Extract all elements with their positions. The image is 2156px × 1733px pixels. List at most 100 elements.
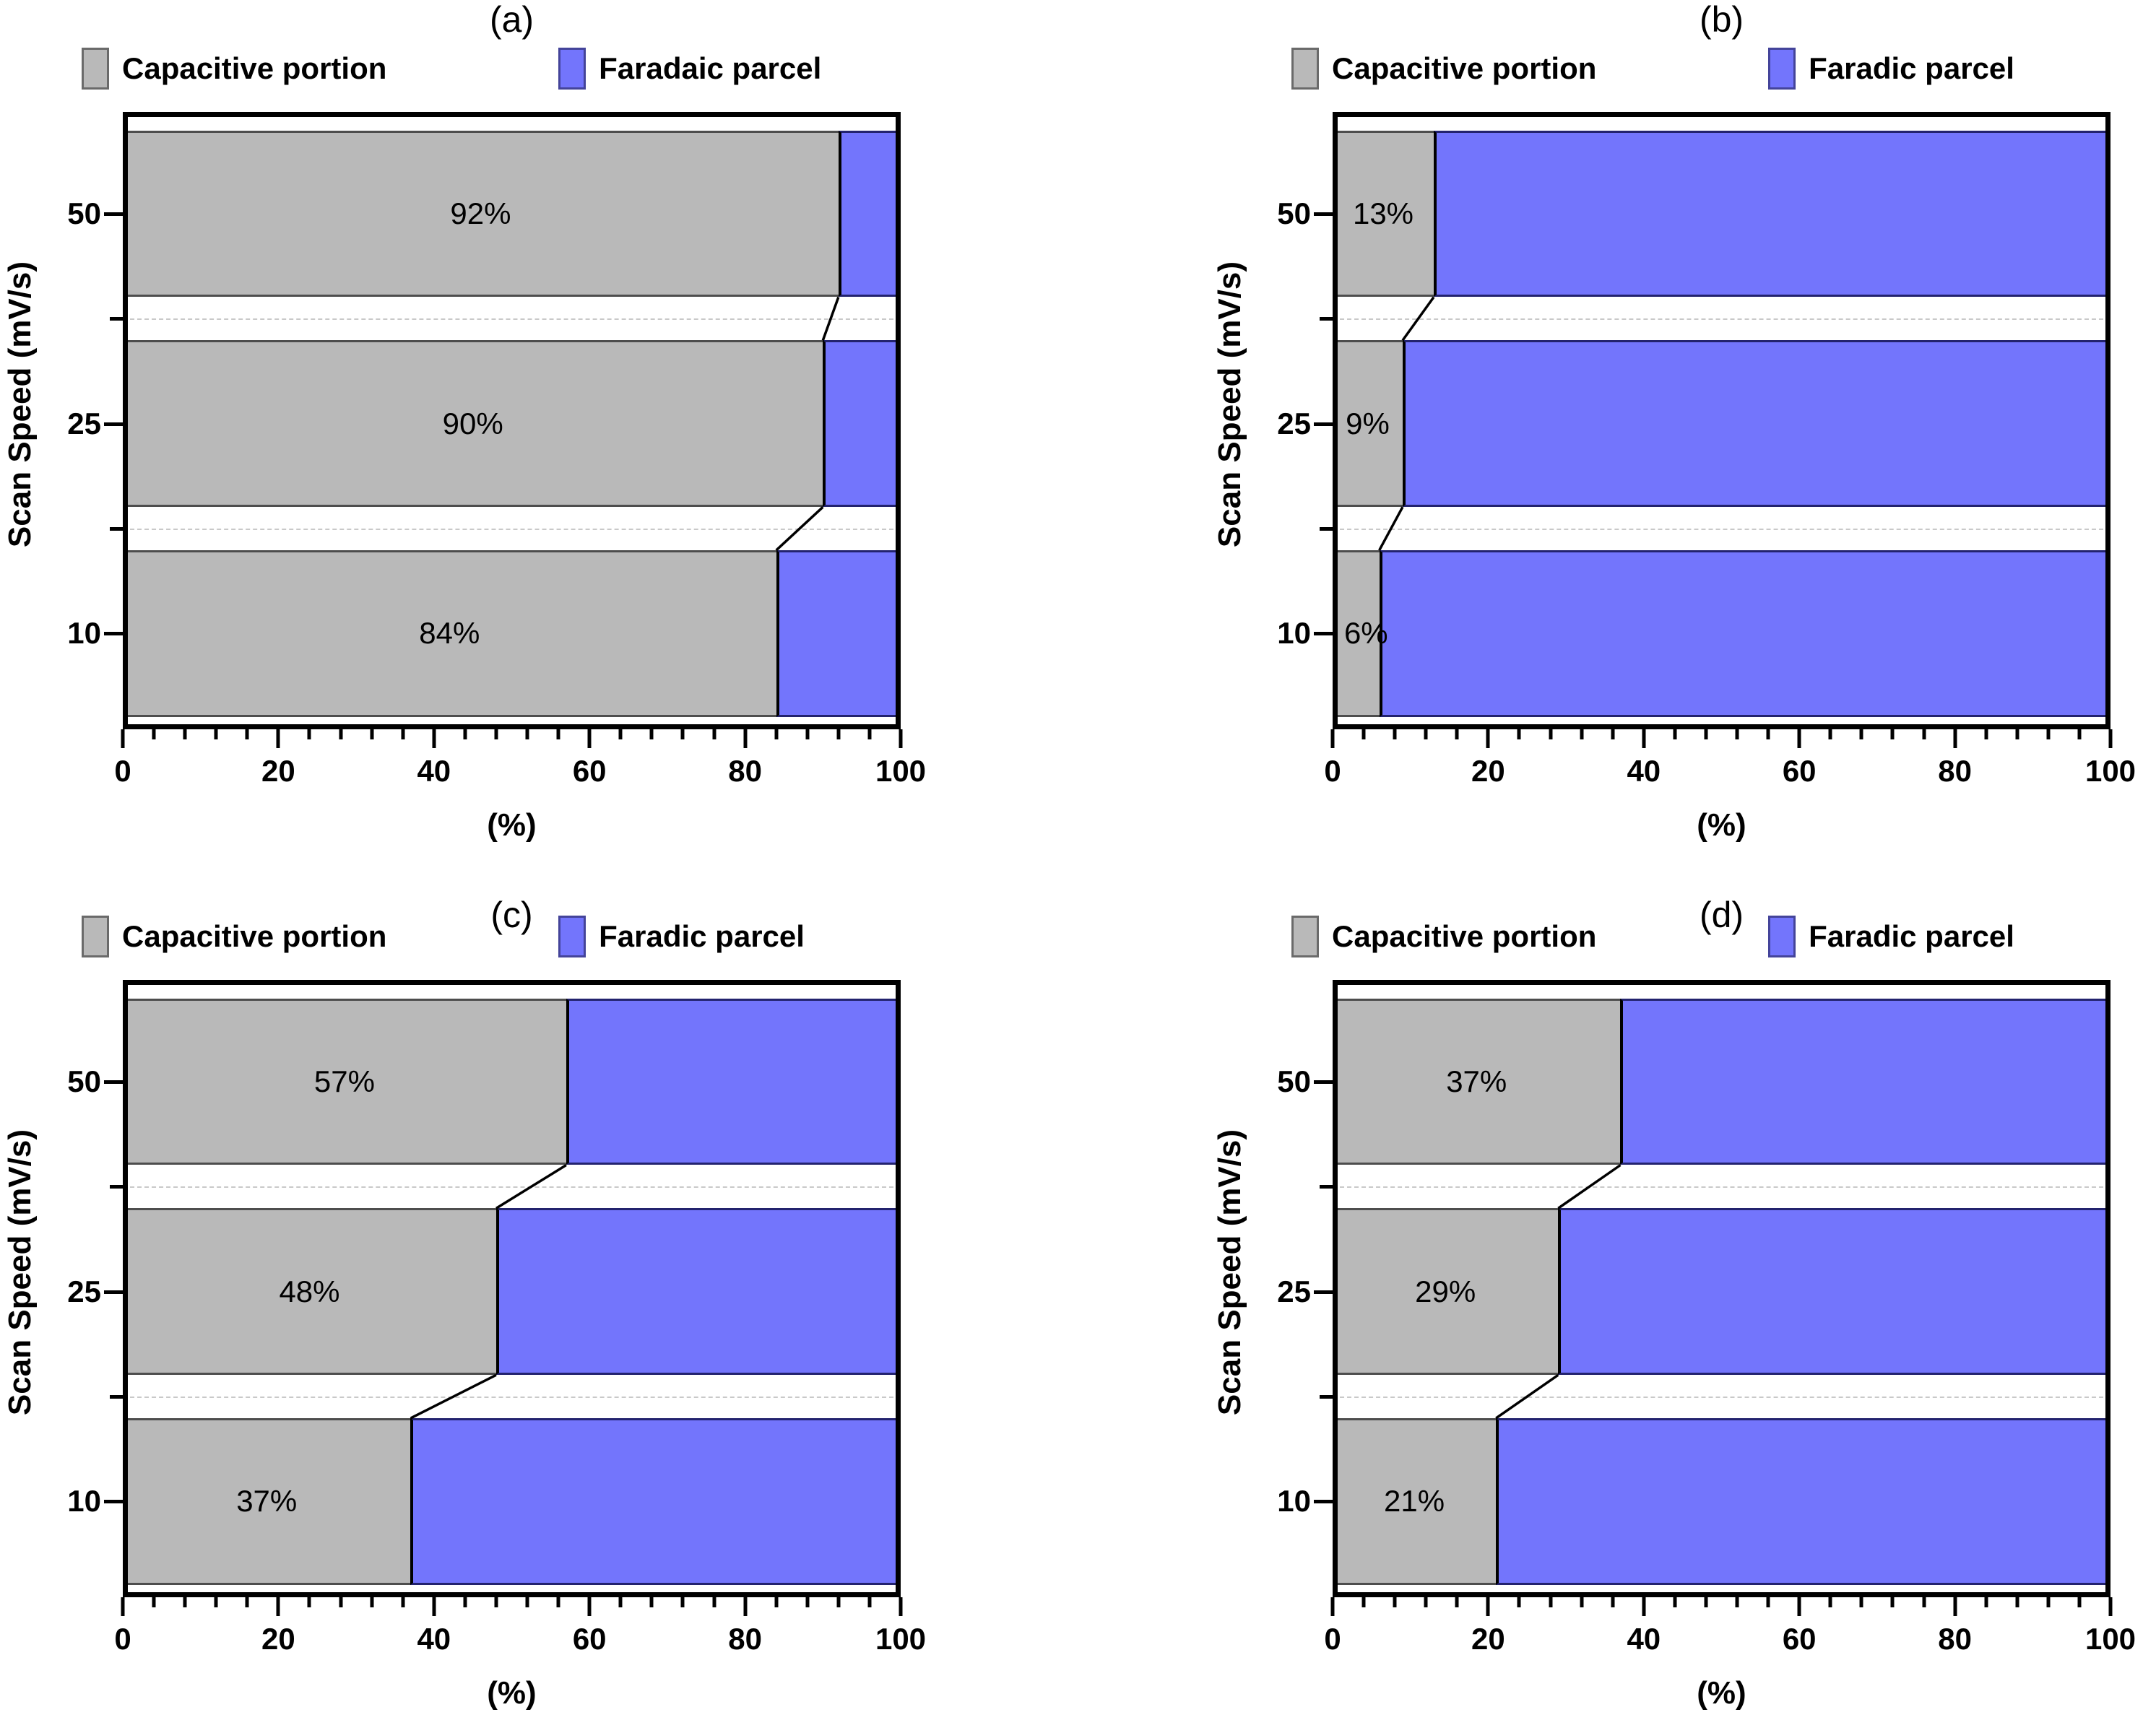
- x-tick-label: 60: [572, 754, 607, 788]
- x-tick: [1953, 729, 1957, 748]
- y-tick-minor: [110, 317, 123, 321]
- x-tick-minor: [1890, 1597, 1895, 1607]
- x-tick: [432, 729, 436, 748]
- capacitive-segment: [123, 550, 776, 717]
- x-tick-minor: [836, 729, 841, 739]
- legend-label-capacitive: Capacitive portion: [1332, 51, 1597, 85]
- bar-value-label: 29%: [1415, 1274, 1476, 1308]
- x-tick: [121, 729, 125, 748]
- gridline: [123, 318, 901, 321]
- x-tick-minor: [1517, 729, 1521, 739]
- capacitive-swatch-icon: [1291, 48, 1319, 90]
- x-tick: [2108, 1597, 2113, 1616]
- x-tick-minor: [805, 1597, 810, 1607]
- x-tick-minor: [2046, 1597, 2051, 1607]
- x-tick-minor: [1517, 1597, 1521, 1607]
- gridline: [1333, 318, 2110, 321]
- capacitive-swatch-icon: [1291, 916, 1319, 957]
- x-tick-minor: [1766, 729, 1770, 739]
- x-tick-label: 100: [2084, 1622, 2136, 1656]
- x-tick: [2108, 729, 2113, 748]
- plot-area: 13% 9% 6% 50 25 10 0 20 40 60 80 100: [1277, 112, 2136, 788]
- x-tick-label: 0: [1324, 1622, 1341, 1656]
- faradaic-segment: [1496, 1418, 2110, 1585]
- x-tick-minor: [867, 1597, 872, 1607]
- y-tick-minor: [1320, 317, 1333, 321]
- y-axis-label: Scan Speed (mV/s): [1212, 261, 1247, 548]
- x-tick: [743, 1597, 748, 1616]
- bar-value-label: 21%: [1384, 1484, 1445, 1519]
- x-tick-minor: [867, 729, 872, 739]
- faradaic-segment: [1558, 1208, 2110, 1376]
- x-tick-minor: [1611, 1597, 1615, 1607]
- bar-value-label: 9%: [1346, 406, 1390, 440]
- y-tick: [104, 632, 123, 636]
- y-tick-label: 50: [1277, 196, 1311, 231]
- plot-area: 92% 90% 84% 50 25 10 0 20 40 60 80 100: [67, 112, 926, 788]
- x-axis-label: (%): [487, 1675, 537, 1711]
- legend-entry-faradaic: Faradaic parcel: [558, 48, 821, 90]
- legend-entry-capacitive: Capacitive portion: [1291, 916, 1596, 957]
- x-tick-label: 0: [114, 1622, 131, 1656]
- x-tick-minor: [307, 1597, 311, 1607]
- x-tick-minor: [1549, 1597, 1553, 1607]
- x-tick-minor: [370, 729, 374, 739]
- x-tick-minor: [712, 1597, 716, 1607]
- x-tick-label: 20: [261, 754, 295, 788]
- y-tick-label: 25: [1277, 406, 1311, 440]
- x-tick-minor: [1922, 1597, 1926, 1607]
- y-tick: [1314, 212, 1333, 217]
- y-tick: [1314, 1500, 1333, 1504]
- y-tick-label: 50: [67, 1064, 101, 1099]
- bar-25: 29%: [1333, 1208, 2110, 1376]
- legend-label-faradaic: Faradic parcel: [1809, 51, 2014, 85]
- panel-title: (b): [1699, 0, 1744, 40]
- x-tick-label: 60: [1782, 1622, 1817, 1656]
- x-tick: [121, 1597, 125, 1616]
- y-axis-label: Scan Speed (mV/s): [2, 1129, 38, 1416]
- panel-b: (b) Capacitive portion Faradic parcel Sc…: [1210, 0, 2156, 865]
- gridline: [123, 529, 901, 531]
- x-tick-label: 0: [114, 754, 131, 788]
- x-tick-minor: [1424, 729, 1428, 739]
- x-tick-minor: [1393, 729, 1397, 739]
- x-tick-minor: [2015, 1597, 2019, 1607]
- panel-title: (c): [490, 895, 533, 935]
- x-tick-minor: [1580, 1597, 1584, 1607]
- x-tick: [432, 1597, 436, 1616]
- capacitive-segment: [1333, 998, 1621, 1165]
- x-tick-minor: [805, 729, 810, 739]
- x-tick-minor: [774, 729, 779, 739]
- x-tick-minor: [1704, 1597, 1708, 1607]
- x-tick: [899, 1597, 903, 1616]
- y-tick-minor: [1320, 1395, 1333, 1399]
- x-tick-label: 0: [1324, 754, 1341, 788]
- bar-10: 84%: [123, 550, 901, 717]
- x-tick-minor: [1673, 1597, 1677, 1607]
- bar-50: 13%: [1333, 130, 2110, 297]
- legend: Capacitive portion Faradic parcel: [1291, 916, 2110, 960]
- y-tick-minor: [110, 527, 123, 531]
- x-tick: [1330, 1597, 1335, 1616]
- x-tick: [743, 729, 748, 748]
- x-tick-minor: [525, 729, 529, 739]
- bar-50: 92%: [123, 130, 901, 297]
- x-tick-minor: [649, 729, 654, 739]
- y-tick: [1314, 1080, 1333, 1085]
- y-axis-label: Scan Speed (mV/s): [1212, 1129, 1247, 1416]
- y-tick: [1314, 422, 1333, 426]
- x-tick-minor: [463, 1597, 467, 1607]
- y-tick: [1314, 1290, 1333, 1294]
- faradaic-segment: [1620, 998, 2110, 1165]
- x-tick-minor: [680, 1597, 685, 1607]
- bar-value-label: 90%: [442, 406, 503, 440]
- y-tick: [104, 1080, 123, 1085]
- bar-25: 48%: [123, 1208, 901, 1376]
- x-tick-label: 100: [875, 754, 927, 788]
- x-tick-label: 40: [417, 1622, 451, 1656]
- legend-label-capacitive: Capacitive portion: [122, 919, 387, 953]
- plot-area: 57% 48% 37% 50 25 10 0 20 40 60 80 100: [67, 980, 926, 1656]
- faradaic-segment: [1379, 550, 2110, 717]
- x-tick-minor: [1766, 1597, 1770, 1607]
- y-tick-label: 10: [1277, 616, 1311, 651]
